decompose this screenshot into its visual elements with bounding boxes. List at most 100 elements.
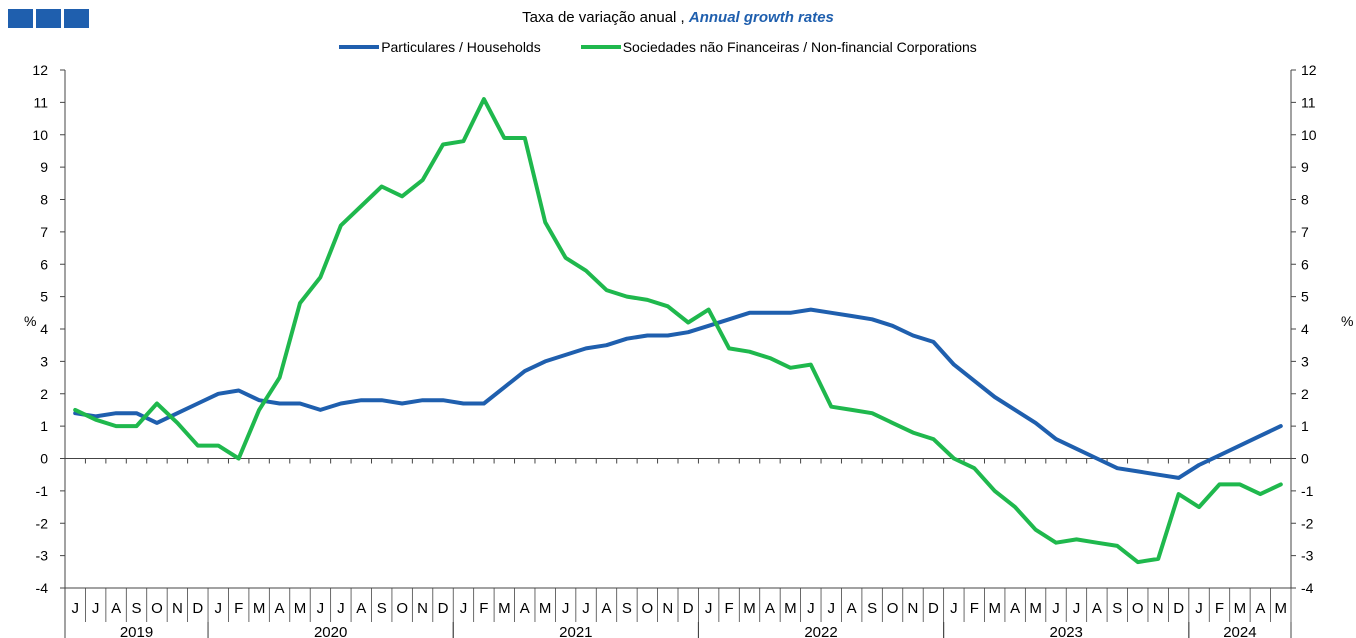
x-month-label: F bbox=[724, 600, 733, 617]
x-month-label: N bbox=[417, 600, 428, 617]
y-tick-label-right: 5 bbox=[1301, 289, 1309, 305]
x-month-label: A bbox=[356, 600, 366, 617]
chart-legend: Particulares / Households Sociedades não… bbox=[0, 39, 1336, 55]
y-tick-label-left: 5 bbox=[40, 289, 48, 305]
y-tick-label-left: -3 bbox=[36, 548, 49, 564]
x-month-label: O bbox=[887, 600, 899, 617]
x-month-label: J bbox=[1073, 600, 1081, 617]
y-tick-label-right: -1 bbox=[1301, 483, 1314, 499]
x-month-label: O bbox=[151, 600, 163, 617]
x-month-label: A bbox=[520, 600, 530, 617]
x-year-label: 2024 bbox=[1223, 624, 1256, 638]
x-month-label: J bbox=[337, 600, 345, 617]
x-month-label: S bbox=[867, 600, 877, 617]
x-month-label: M bbox=[498, 600, 511, 617]
x-month-label: A bbox=[601, 600, 611, 617]
x-month-label: M bbox=[1275, 600, 1288, 617]
y-tick-label-right: 9 bbox=[1301, 159, 1309, 175]
logo-block bbox=[64, 9, 89, 28]
x-month-label: A bbox=[111, 600, 121, 617]
y-tick-label-left: -2 bbox=[36, 515, 49, 531]
x-month-label: S bbox=[132, 600, 142, 617]
x-month-label: O bbox=[642, 600, 654, 617]
x-month-label: J bbox=[950, 600, 958, 617]
axes: -4 -4-3 -3-2 -2-1 -10 01 12 23 34 45 56 67 78 89 910 10… bbox=[32, 62, 1317, 638]
x-month-label: N bbox=[1153, 600, 1164, 617]
x-month-label: D bbox=[928, 600, 939, 617]
x-month-label: N bbox=[908, 600, 919, 617]
y-tick-label-left: -4 bbox=[36, 580, 49, 596]
x-month-label: M bbox=[1029, 600, 1042, 617]
x-month-label: D bbox=[438, 600, 449, 617]
x-month-label: N bbox=[172, 600, 183, 617]
y-tick-label-right: -2 bbox=[1301, 515, 1314, 531]
y-tick-label-left: 9 bbox=[40, 159, 48, 175]
x-month-label: M bbox=[294, 600, 307, 617]
x-year-label: 2020 bbox=[314, 624, 347, 638]
x-month-label: M bbox=[743, 600, 756, 617]
logo-block bbox=[36, 9, 61, 28]
x-month-label: A bbox=[275, 600, 285, 617]
y-tick-label-right: -3 bbox=[1301, 548, 1314, 564]
x-month-label: A bbox=[765, 600, 775, 617]
y-tick-label-right: 8 bbox=[1301, 192, 1309, 208]
y-tick-label-right: 10 bbox=[1301, 127, 1317, 143]
y-tick-label-right: 7 bbox=[1301, 224, 1309, 240]
x-month-label: D bbox=[683, 600, 694, 617]
legend-swatch-corporations bbox=[580, 45, 621, 49]
logo-block bbox=[8, 9, 33, 28]
x-month-label: J bbox=[1052, 600, 1060, 617]
y-tick-label-left: 1 bbox=[40, 418, 48, 434]
x-month-label: J bbox=[582, 600, 590, 617]
x-month-label: O bbox=[1132, 600, 1144, 617]
x-month-label: J bbox=[705, 600, 713, 617]
y-tick-label-right: 6 bbox=[1301, 256, 1309, 272]
x-month-label: S bbox=[1112, 600, 1122, 617]
y-axis-label-right: % bbox=[1341, 313, 1353, 329]
x-month-label: D bbox=[192, 600, 203, 617]
x-month-label: S bbox=[622, 600, 632, 617]
y-tick-label-left: -1 bbox=[36, 483, 49, 499]
series-line-households bbox=[73, 307, 1283, 480]
y-tick-label-right: 12 bbox=[1301, 62, 1317, 78]
x-month-label: J bbox=[460, 600, 468, 617]
series-line-corporations bbox=[73, 97, 1283, 565]
y-axis-label-left: % bbox=[24, 313, 36, 329]
x-month-label: M bbox=[1234, 600, 1247, 617]
y-tick-label-left: 10 bbox=[32, 127, 48, 143]
x-year-label: 2022 bbox=[804, 624, 837, 638]
y-tick-label-right: 0 bbox=[1301, 451, 1309, 467]
y-tick-label-right: 1 bbox=[1301, 418, 1309, 434]
x-month-label: J bbox=[828, 600, 836, 617]
x-year-label: 2019 bbox=[120, 624, 153, 638]
y-tick-label-right: 2 bbox=[1301, 386, 1309, 402]
x-month-label: F bbox=[234, 600, 243, 617]
x-month-label: A bbox=[1255, 600, 1265, 617]
y-tick-label-left: 2 bbox=[40, 386, 48, 402]
y-tick-label-right: -4 bbox=[1301, 580, 1314, 596]
x-month-label: S bbox=[377, 600, 387, 617]
legend-swatch-households bbox=[339, 45, 380, 49]
legend-item-corporations: Sociedades não Financeiras / Non-financi… bbox=[580, 39, 977, 55]
y-tick-label-right: 11 bbox=[1301, 94, 1316, 110]
legend-label-corporations: Sociedades não Financeiras / Non-financi… bbox=[622, 39, 977, 55]
y-tick-label-left: 11 bbox=[33, 94, 48, 110]
x-month-label: M bbox=[784, 600, 797, 617]
y-tick-label-left: 3 bbox=[40, 353, 48, 369]
legend-item-households: Particulares / Households bbox=[339, 39, 541, 55]
x-month-label: F bbox=[1215, 600, 1224, 617]
x-month-label: M bbox=[253, 600, 266, 617]
x-month-label: M bbox=[988, 600, 1001, 617]
x-month-label: F bbox=[970, 600, 979, 617]
x-month-label: A bbox=[847, 600, 857, 617]
series-lines bbox=[73, 97, 1283, 565]
x-month-label: A bbox=[1092, 600, 1102, 617]
legend-label-households: Particulares / Households bbox=[381, 39, 541, 55]
y-tick-label-left: 6 bbox=[40, 256, 48, 272]
y-tick-label-right: 4 bbox=[1301, 321, 1309, 337]
subtitle-pt: Taxa de variação anual , bbox=[522, 9, 685, 26]
x-month-label: J bbox=[92, 600, 100, 617]
y-tick-label-left: 0 bbox=[40, 451, 48, 467]
subtitle-en: Annual growth rates bbox=[688, 9, 834, 26]
